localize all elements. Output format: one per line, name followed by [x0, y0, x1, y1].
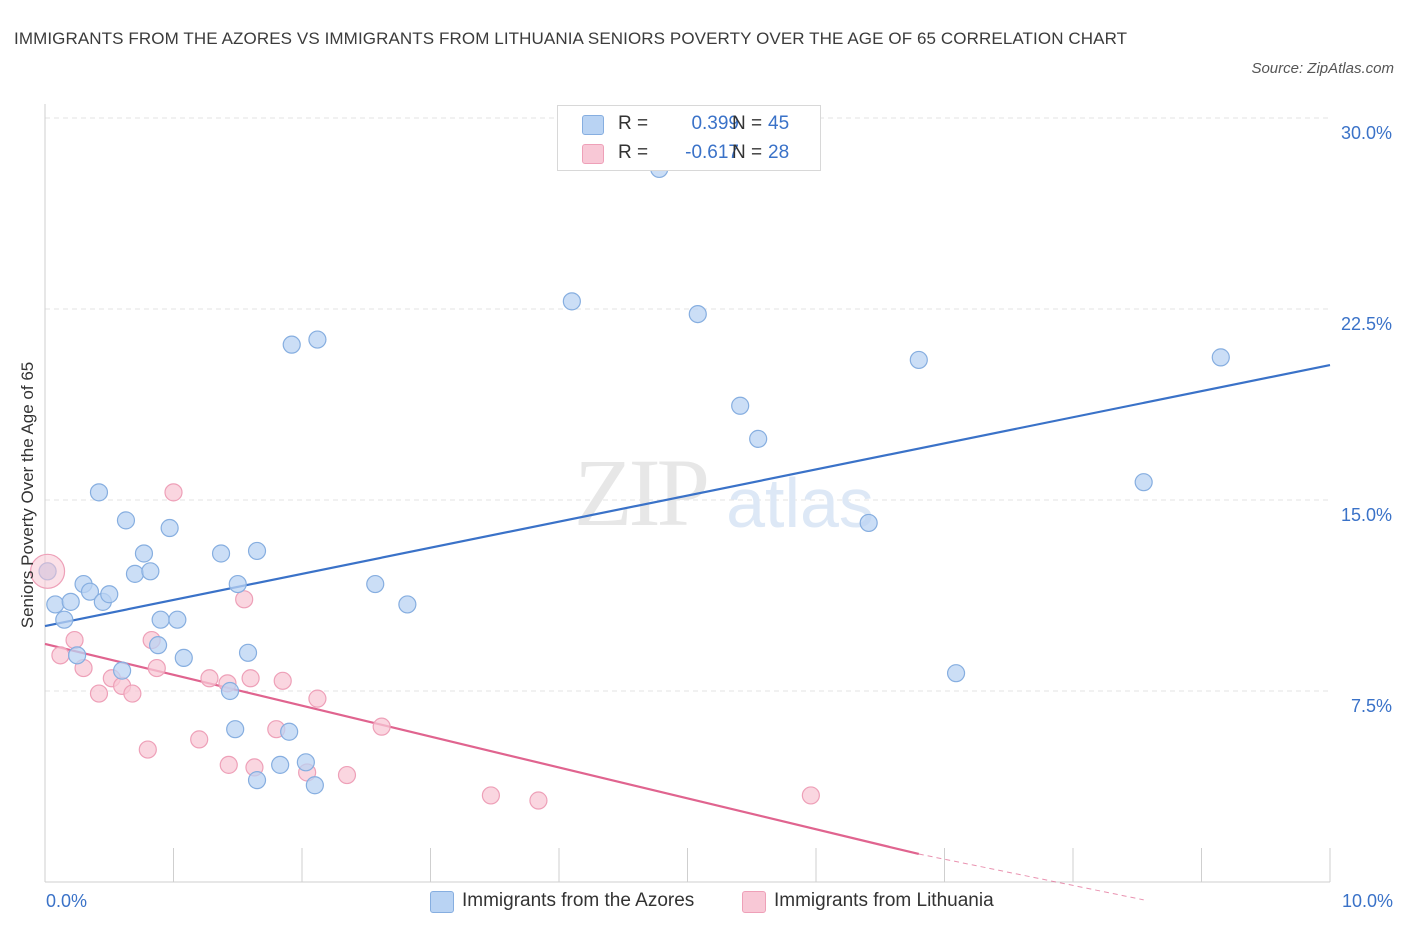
watermark-atlas: atlas [726, 464, 874, 542]
stats-legend: R = 0.399 N = 45 R = -0.617 N = 28 [557, 105, 821, 171]
point-blue [308, 330, 327, 349]
point-blue [220, 681, 240, 701]
point-blue [398, 595, 417, 614]
point-blue [859, 513, 878, 533]
point-blue [89, 483, 109, 502]
point-blue [226, 720, 245, 739]
point-blue [160, 518, 179, 538]
point-pink [219, 755, 238, 774]
point-blue [148, 636, 168, 655]
point-blue [749, 429, 768, 448]
y-tick-label: 7.5% [1351, 696, 1392, 716]
point-pink [89, 684, 109, 703]
legend-n-value: 45 [768, 113, 790, 134]
point-blue [305, 776, 324, 795]
point-blue [211, 544, 231, 563]
legend-r-value: 0.399 [691, 113, 739, 134]
y-tick-label: 22.5% [1341, 314, 1392, 334]
point-pink [123, 684, 142, 703]
point-blue [100, 585, 119, 604]
x-tick-label: 0.0% [46, 891, 87, 911]
data-points [29, 159, 1230, 810]
x-tick-label: 10.0% [1342, 891, 1393, 911]
point-blue [68, 646, 87, 665]
point-pink [273, 671, 292, 690]
point-pink [51, 646, 70, 665]
trend-line-pink [44, 642, 920, 856]
point-blue [112, 661, 132, 680]
chart-source: Source: ZipAtlas.com [1251, 60, 1394, 77]
point-blue [296, 753, 315, 772]
point-pink [337, 765, 357, 785]
point-pink [147, 658, 166, 678]
legend-swatch-blue [430, 891, 454, 913]
point-pink [481, 786, 500, 805]
watermark-zip: ZIP [574, 439, 707, 546]
point-pink [372, 717, 391, 736]
point-blue [61, 592, 80, 611]
trend-lines [44, 363, 1331, 901]
point-pink [164, 483, 183, 502]
point-blue [116, 511, 136, 530]
point-blue [141, 562, 160, 581]
y-tick-label: 15.0% [1341, 505, 1392, 525]
point-blue [271, 755, 290, 774]
point-blue [688, 304, 707, 324]
chart-title: IMMIGRANTS FROM THE AZORES VS IMMIGRANTS… [14, 29, 1128, 48]
point-pink [308, 689, 327, 708]
tick-labels: 7.5% 15.0% 22.5% 30.0% 0.0% 10.0% [46, 123, 1393, 911]
point-blue [151, 610, 170, 629]
point-blue [238, 643, 258, 662]
legend-r-label: R = [618, 113, 649, 134]
point-pink [190, 730, 209, 749]
point-blue [80, 582, 100, 601]
point-pink [241, 669, 260, 688]
y-tick-label: 30.0% [1341, 123, 1392, 143]
legend-swatch-blue [582, 115, 604, 135]
point-blue [134, 544, 154, 563]
point-blue [174, 648, 193, 667]
point-pink [801, 786, 820, 805]
point-blue [366, 574, 385, 594]
point-pink [65, 630, 84, 650]
point-blue [1134, 473, 1153, 492]
point-blue [247, 541, 267, 561]
point-pink [529, 791, 548, 810]
point-blue [1211, 348, 1230, 367]
point-blue [562, 292, 581, 311]
legend-swatch-pink [742, 891, 766, 913]
point-pink [138, 740, 157, 759]
point-blue [55, 610, 74, 629]
trend-line-blue [44, 363, 1331, 628]
point-blue [125, 564, 145, 583]
point-blue [282, 335, 301, 354]
watermark: ZIP atlas [574, 439, 874, 546]
series-name-azores: Immigrants from the Azores [462, 890, 695, 911]
point-blue [247, 771, 267, 790]
series-name-lithuania: Immigrants from Lithuania [774, 890, 994, 911]
legend-r-label: R = [618, 142, 649, 163]
y-axis-label: Seniors Poverty Over the Age of 65 [18, 361, 37, 629]
point-blue [731, 396, 750, 415]
point-blue [168, 610, 187, 629]
point-blue [228, 574, 247, 594]
trend-line-extension-pink [918, 853, 1144, 901]
legend-n-value: 28 [768, 142, 790, 163]
point-pink [200, 669, 219, 688]
point-blue [280, 722, 299, 741]
point-cluster-pink [29, 553, 66, 589]
legend-r-value: -0.617 [685, 142, 739, 163]
point-pink [235, 590, 254, 609]
axes [44, 104, 1331, 883]
point-blue [909, 350, 928, 370]
point-blue [46, 595, 65, 614]
legend-swatch-pink [582, 144, 604, 164]
point-blue [946, 664, 966, 683]
legend-n-label: N = [732, 113, 763, 134]
legend-n-label: N = [732, 142, 763, 163]
